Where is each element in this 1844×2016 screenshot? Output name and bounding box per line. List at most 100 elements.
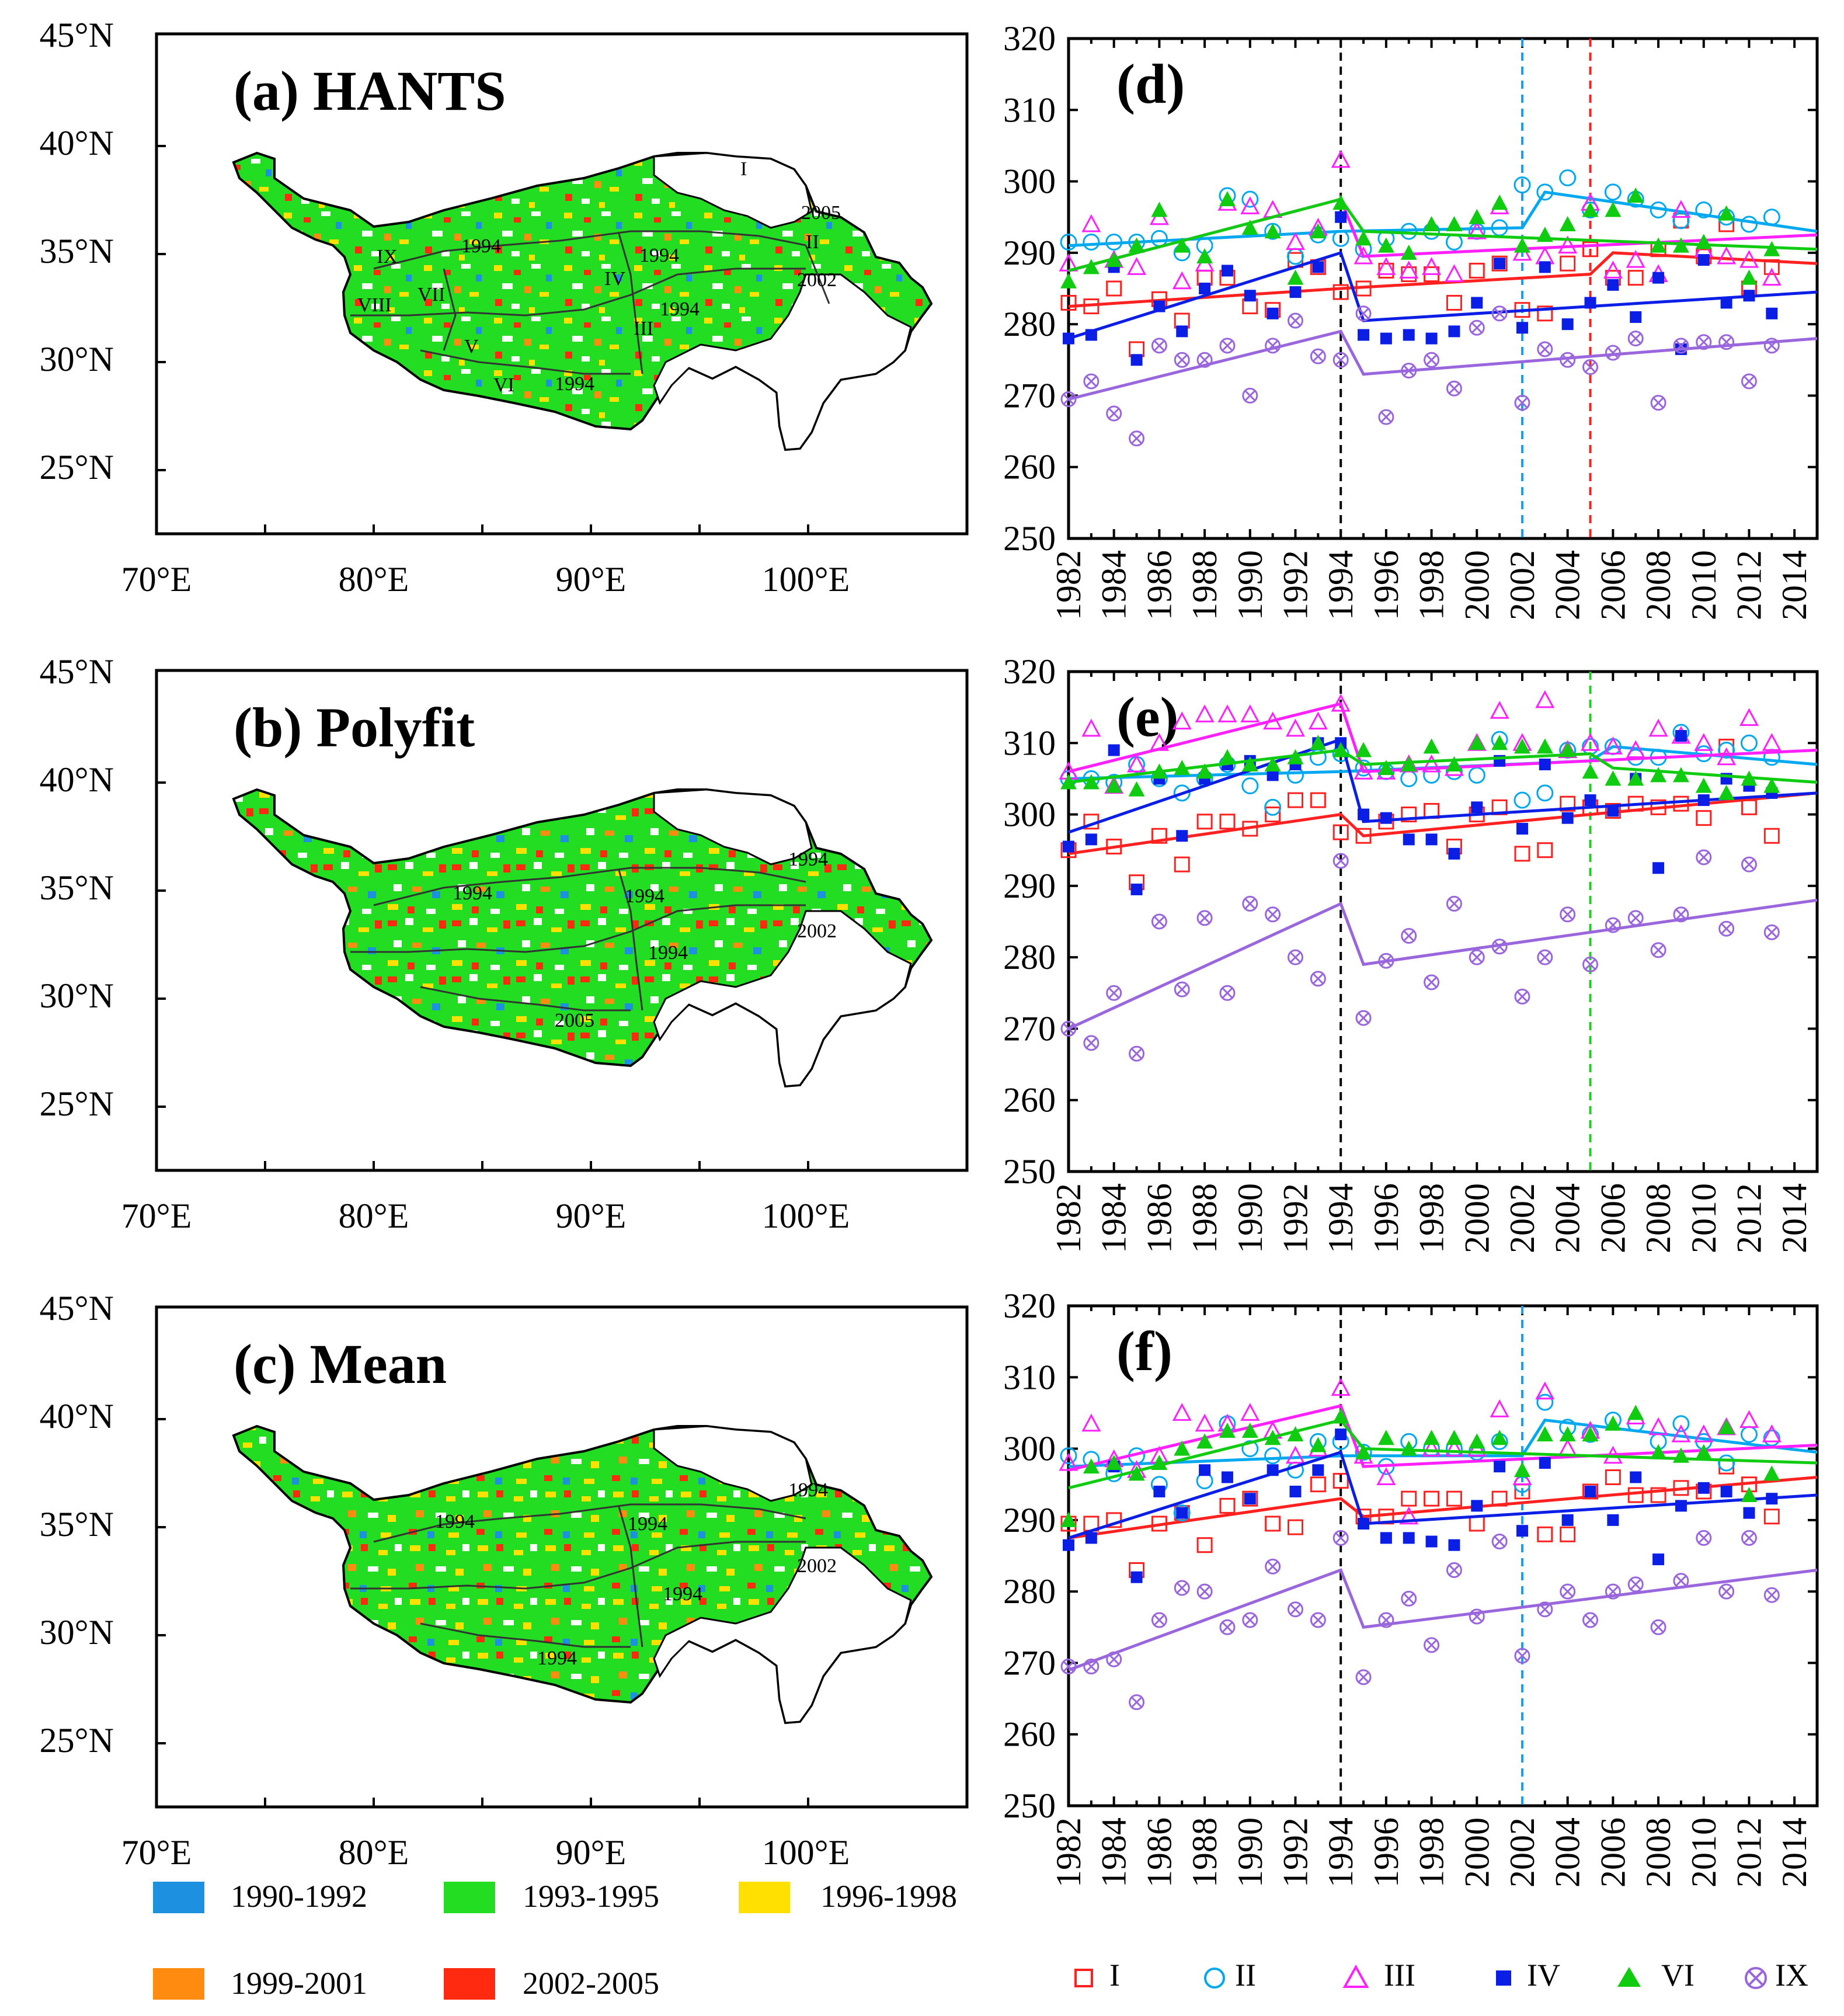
data-point-VI	[1310, 1437, 1327, 1452]
data-point-VI	[1105, 1455, 1122, 1471]
data-point-IX	[1424, 352, 1440, 368]
data-point-I	[1196, 814, 1213, 830]
legend-label: II	[1235, 1958, 1256, 1993]
data-point-IX-cross	[1516, 397, 1528, 408]
data-point-IX-ring	[1696, 1530, 1712, 1546]
data-point-IX	[1310, 971, 1326, 987]
y-tick-label: 300	[1003, 795, 1056, 834]
data-point-III	[1717, 246, 1737, 265]
data-point-III	[1581, 733, 1601, 751]
lon-tick: 70°E	[121, 1833, 192, 1872]
lon-tick-labels: 70°E 80°E 90°E 100°E	[121, 1197, 850, 1235]
data-point-IX	[1514, 1647, 1530, 1664]
data-point-IX-ring	[1129, 1694, 1145, 1711]
region-label: II	[806, 231, 819, 253]
data-point-IV	[1221, 1471, 1233, 1483]
data-point-IX-ring	[1060, 391, 1077, 408]
data-point-IV	[1425, 332, 1438, 345]
data-point-I	[1650, 1487, 1666, 1503]
data-point-VI	[1627, 770, 1644, 786]
data-point-IV	[1335, 211, 1347, 223]
lat-tick: 35°N	[40, 868, 114, 907]
data-point-IX	[1696, 334, 1712, 350]
data-point-IX-ring	[1083, 373, 1100, 390]
data-point-IX-ring	[1310, 1612, 1326, 1628]
x-tick-label: 1998	[1412, 550, 1451, 620]
data-point-IX-ring	[1741, 373, 1757, 390]
data-point-VI	[1514, 1462, 1530, 1478]
data-point-IX-cross	[1199, 1586, 1210, 1597]
data-point-IV	[1380, 332, 1392, 345]
y-tick-label: 300	[1003, 162, 1056, 201]
data-point-IX-ring	[1469, 949, 1485, 965]
lat-tick: 25°N	[40, 1721, 114, 1760]
x-tick-label: 2012	[1730, 550, 1768, 620]
data-point-VI	[1491, 194, 1508, 210]
map-legend: 1990-1992 1993-1995 1996-1998 1999-2001 …	[153, 1879, 957, 2001]
data-point-IX	[1582, 359, 1599, 376]
data-point-IX	[1106, 405, 1122, 422]
region-boundaries	[350, 867, 806, 1012]
plot-frame	[1067, 1304, 1819, 1808]
data-point-VI	[1083, 1458, 1100, 1474]
data-point-III	[1739, 249, 1759, 268]
legend-marker-I	[1074, 1969, 1093, 1987]
data-point-VI	[1582, 763, 1599, 779]
data-point-II	[1672, 1415, 1690, 1433]
year-label: 2005	[555, 1010, 594, 1031]
data-point-IX-ring	[1287, 1601, 1303, 1618]
data-point-IV	[1312, 261, 1324, 273]
y-tick-label: 260	[1003, 1081, 1056, 1120]
data-point-IV	[1539, 1457, 1551, 1469]
data-point-IX-ring	[1514, 1647, 1530, 1664]
data-point-IX-ring	[1718, 920, 1735, 937]
data-point-III	[1648, 718, 1668, 737]
data-point-VI	[1536, 738, 1553, 754]
trend-line-I	[1068, 791, 1818, 856]
data-point-IX-ring	[1650, 395, 1666, 411]
data-point-IX-cross	[1085, 376, 1097, 387]
data-point-VI	[1469, 1433, 1485, 1449]
data-point-III	[1308, 711, 1328, 730]
data-point-IX-cross	[1608, 1586, 1619, 1597]
data-point-VI	[1605, 770, 1622, 786]
legend-label: IV	[1527, 1958, 1560, 1993]
data-point-IX-cross	[1108, 408, 1119, 419]
region-label: VI	[493, 374, 514, 396]
data-point-I	[1265, 807, 1281, 823]
data-point-I	[1560, 1526, 1576, 1542]
data-point-III	[1081, 718, 1101, 737]
data-point-II	[1355, 759, 1372, 777]
legend-swatch-1996-1998	[739, 1882, 790, 1913]
data-point-VI	[1355, 1444, 1372, 1459]
data-point-IX-ring	[1696, 849, 1712, 866]
data-point-IX	[1446, 380, 1462, 397]
data-point-VI	[1718, 1419, 1735, 1434]
data-point-IX-cross	[1403, 930, 1414, 941]
trend-line-IV	[1068, 251, 1818, 340]
data-point-IX-ring	[1151, 913, 1167, 930]
legend-marker-III	[1342, 1964, 1369, 1988]
data-point-I	[1582, 241, 1599, 258]
chart-title: (f)	[1116, 1320, 1172, 1382]
legend-label: 1996-1998	[820, 1879, 957, 1914]
data-point-IX-cross	[1403, 1593, 1414, 1604]
x-tick-label: 2000	[1457, 1183, 1496, 1253]
data-point-IX	[1491, 305, 1508, 322]
data-point-VI	[1605, 201, 1622, 217]
data-point-IX	[1083, 373, 1100, 390]
data-point-IX-cross	[1131, 1048, 1142, 1059]
data-point-IX-cross	[1698, 1532, 1709, 1544]
chart-title: (e)	[1116, 686, 1179, 748]
data-point-III	[1535, 690, 1555, 708]
data-point-IX	[1424, 974, 1440, 990]
data-point-IV	[1244, 1493, 1256, 1505]
data-point-IX-cross	[1675, 909, 1686, 920]
data-point-VI	[1174, 760, 1191, 776]
data-point-IX-ring	[1287, 312, 1303, 329]
x-tick-label: 2004	[1549, 550, 1587, 620]
data-point-VI	[1287, 1426, 1304, 1442]
x-tick-label: 2008	[1639, 1817, 1678, 1888]
data-point-III	[1399, 260, 1419, 279]
